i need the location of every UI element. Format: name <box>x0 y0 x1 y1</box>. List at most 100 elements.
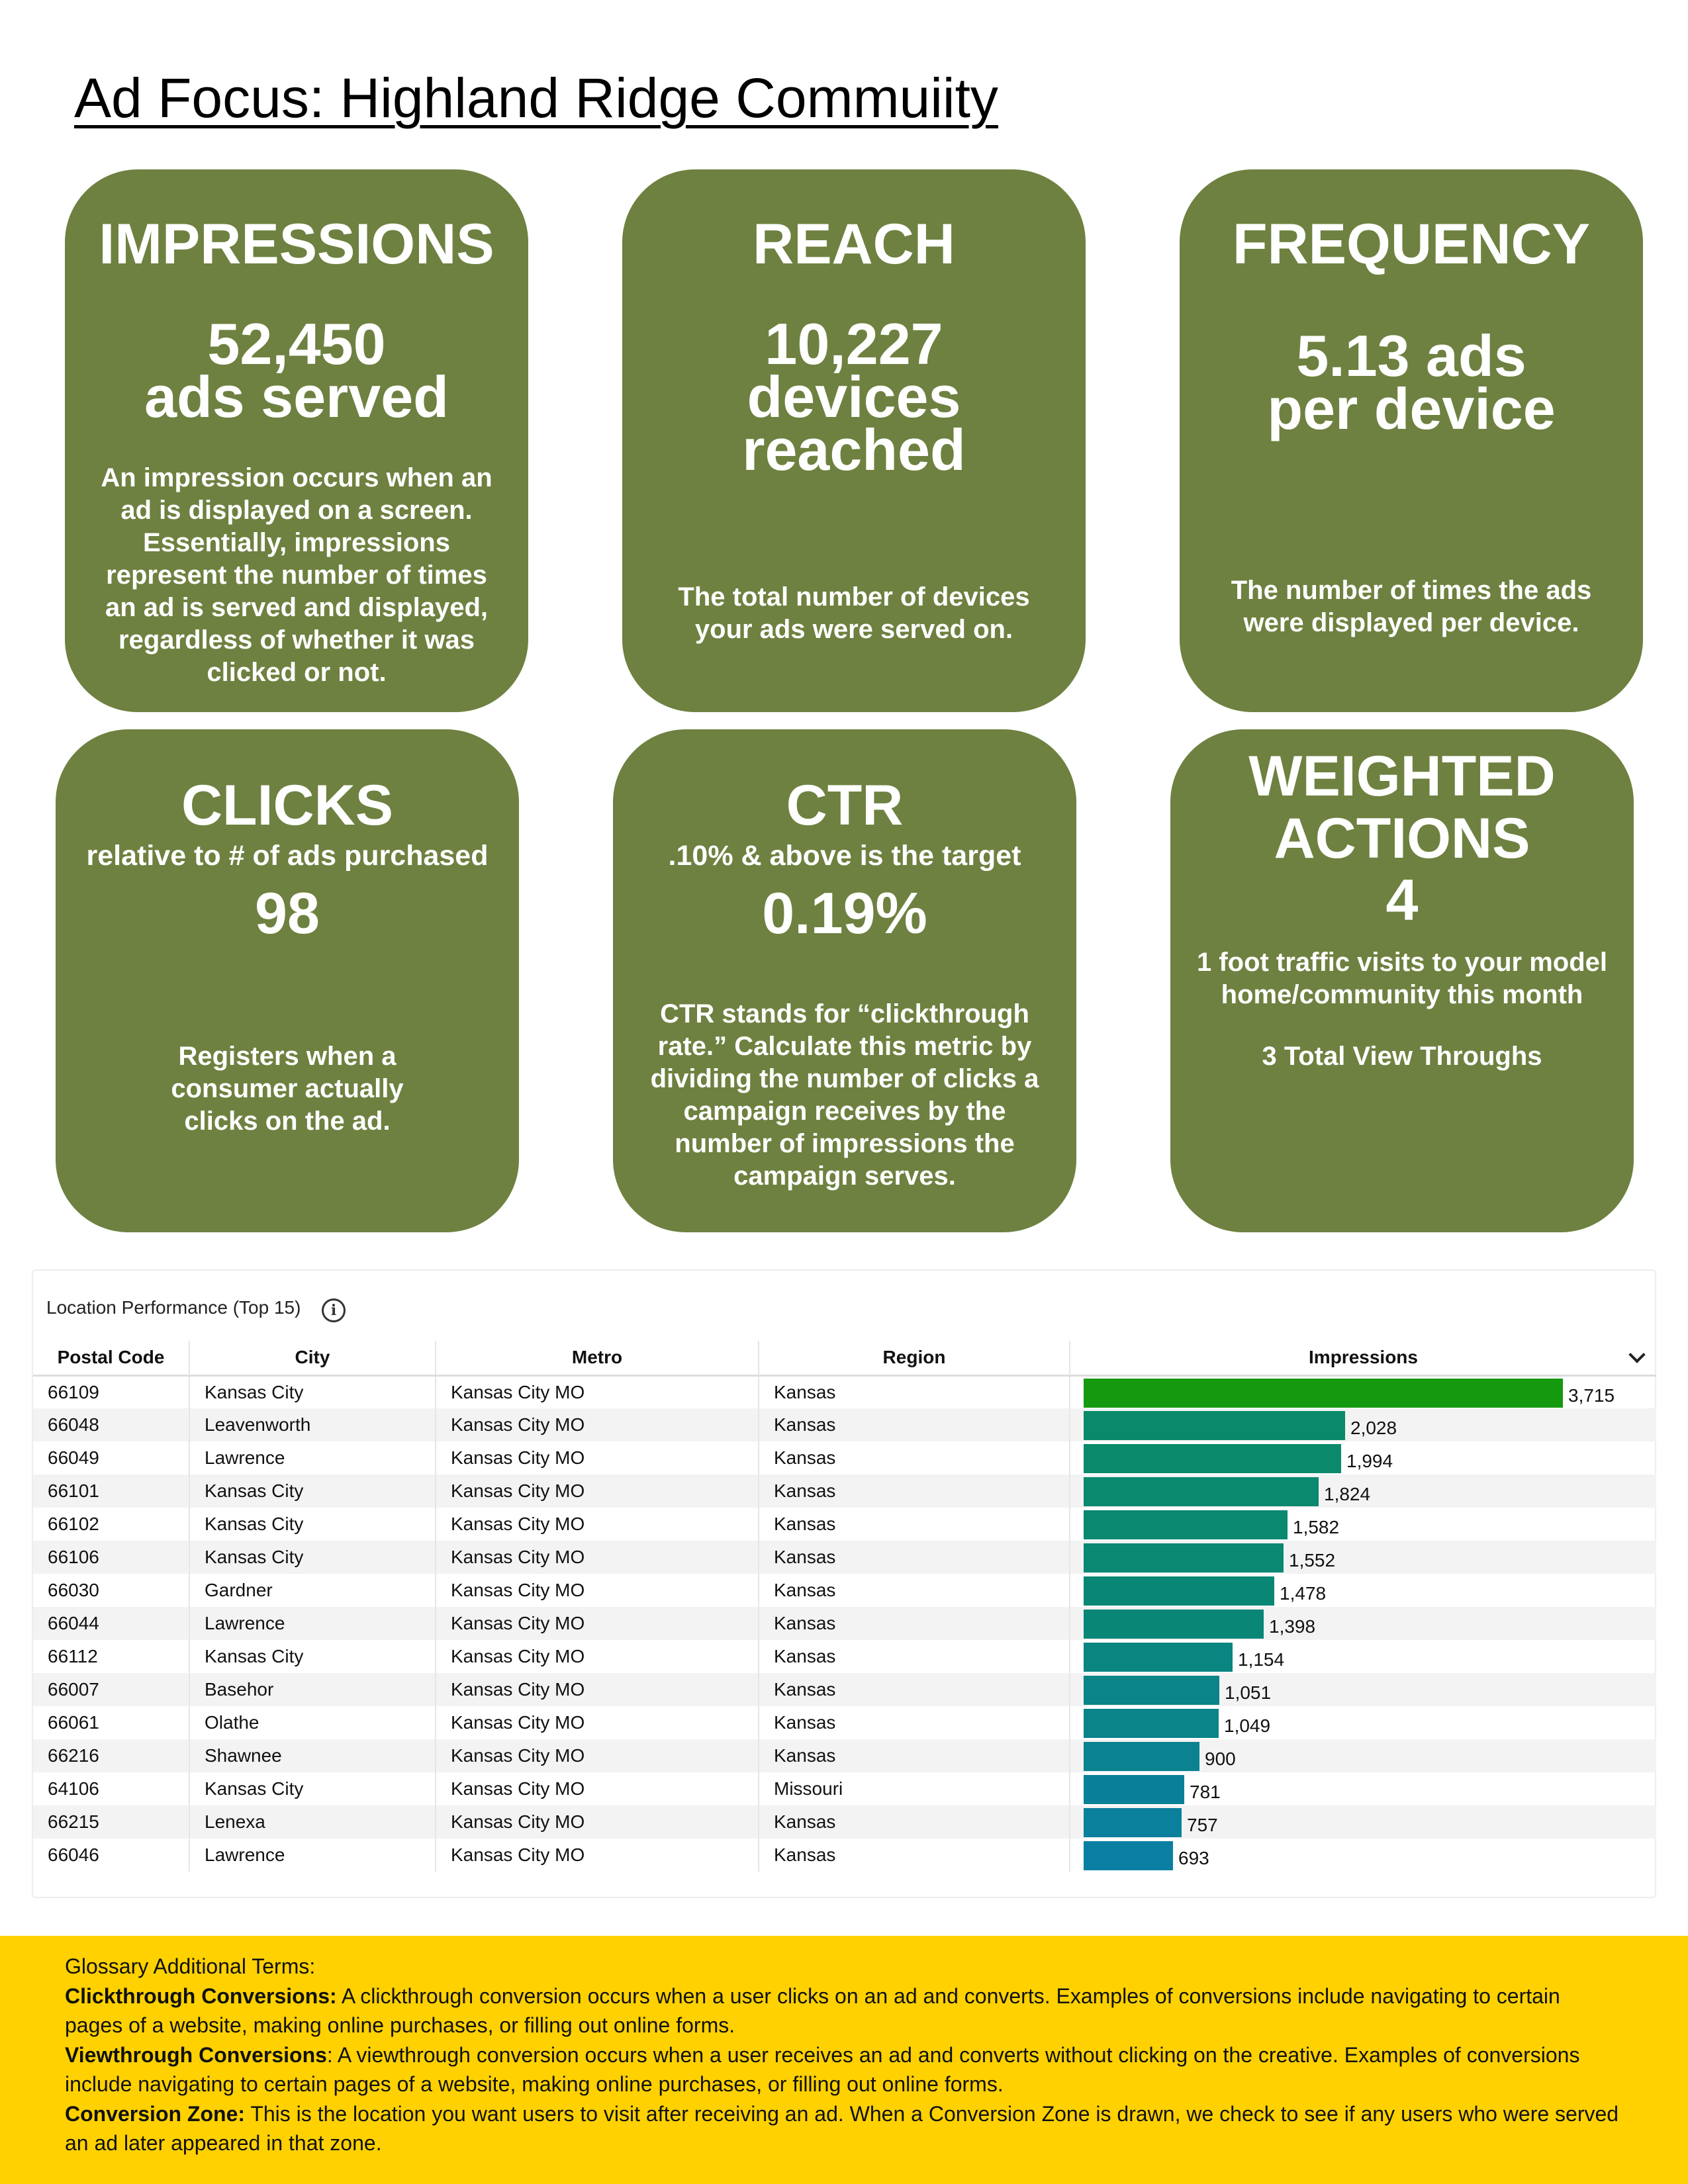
impressions-value-label: 1,049 <box>1224 1715 1271 1736</box>
column-header-metro[interactable]: Metro <box>435 1341 759 1377</box>
card-subtitle: relative to # of ads purchased <box>86 840 489 872</box>
glossary-heading: Glossary Additional Terms: <box>65 1954 316 1978</box>
metro-cell: Kansas City MO <box>435 1475 759 1508</box>
impressions-cell: 1,478 <box>1069 1574 1656 1607</box>
table-row[interactable]: 66046 Lawrence Kansas City MO Kansas 693 <box>33 1839 1656 1872</box>
postal-code-cell: 66216 <box>33 1739 189 1772</box>
table-row[interactable]: 66216 Shawnee Kansas City MO Kansas 900 <box>33 1739 1656 1772</box>
region-cell: Kansas <box>758 1673 1070 1706</box>
ctr-value: 0.19% <box>762 880 927 946</box>
impressions-value-label: 693 <box>1178 1848 1209 1868</box>
impressions-bar <box>1084 1510 1288 1539</box>
value-unit: per device <box>1267 376 1556 441</box>
city-cell: Lawrence <box>189 1441 436 1475</box>
impressions-value-label: 3,715 <box>1568 1385 1615 1406</box>
impressions-bar <box>1084 1841 1173 1870</box>
impressions-bar <box>1084 1444 1341 1473</box>
postal-code-cell: 66106 <box>33 1541 189 1574</box>
table-row[interactable]: 66044 Lawrence Kansas City MO Kansas 1,398 <box>33 1607 1656 1640</box>
title-line1: WEIGHTED <box>1248 745 1556 808</box>
table-row[interactable]: 66102 Kansas City Kansas City MO Kansas 1,58… <box>33 1508 1656 1541</box>
impressions-cell: 781 <box>1069 1772 1656 1805</box>
info-icon[interactable]: i <box>322 1298 346 1322</box>
value-unit: ads served <box>144 364 449 430</box>
metro-cell: Kansas City MO <box>435 1574 759 1607</box>
value-unit-line2: reached <box>742 417 966 482</box>
region-cell: Kansas <box>758 1375 1070 1408</box>
chevron-down-icon[interactable] <box>1628 1346 1646 1363</box>
metro-cell: Kansas City MO <box>435 1375 759 1408</box>
table-row[interactable]: 66030 Gardner Kansas City MO Kansas 1,478 <box>33 1574 1656 1607</box>
postal-code-cell: 66007 <box>33 1673 189 1706</box>
table-row[interactable]: 66061 Olathe Kansas City MO Kansas 1,049 <box>33 1706 1656 1739</box>
term-definition: A clickthrough conversion occurs when a … <box>65 1983 1560 2038</box>
term-name: Clickthrough Conversions: <box>65 1983 337 2008</box>
region-cell: Kansas <box>758 1739 1070 1772</box>
city-cell: Basehor <box>189 1673 436 1706</box>
city-cell: Lenexa <box>189 1805 436 1839</box>
table-row[interactable]: 66112 Kansas City Kansas City MO Kansas 1,15… <box>33 1640 1656 1673</box>
table-row[interactable]: 66048 Leavenworth Kansas City MO Kansas 2,02… <box>33 1408 1656 1441</box>
metro-cell: Kansas City MO <box>435 1607 759 1640</box>
value-number: 52,450 <box>207 311 386 377</box>
card-description: The total number of devices your ads wer… <box>678 582 1030 644</box>
postal-code-cell: 66112 <box>48 1646 98 1666</box>
term-definition: : A viewthrough conversion occurs when a… <box>65 2042 1580 2097</box>
region-cell: Kansas <box>758 1408 1070 1441</box>
region-cell: Kansas <box>758 1508 1070 1541</box>
column-header-postal-code[interactable]: Postal Code <box>33 1341 189 1377</box>
card-description: CTR stands for “clickthrough rate.” Calc… <box>650 999 1039 1191</box>
reach-value: 10,227 devices reached <box>622 315 1086 482</box>
metro-cell: Kansas City MO <box>435 1673 759 1706</box>
frequency-card: FREQUENCY 5.13 ads per device The number… <box>1180 169 1643 712</box>
card-title: FREQUENCY <box>1233 212 1590 276</box>
table-row[interactable]: 64106 Kansas City Kansas City MO Missouri 78… <box>33 1772 1656 1805</box>
impressions-bar <box>1084 1676 1219 1705</box>
table-row[interactable]: 66109 Kansas City Kansas City MO Kansas 3,71… <box>33 1375 1656 1408</box>
impressions-value-label: 1,552 <box>1289 1550 1336 1570</box>
impressions-cell: 1,049 <box>1069 1706 1656 1739</box>
view-throughs-text: 3 Total View Throughs <box>1262 1042 1542 1071</box>
table-row[interactable]: 66049 Lawrence Kansas City MO Kansas 1,994 <box>33 1441 1656 1475</box>
reach-card: REACH 10,227 devices reached The total n… <box>622 169 1086 712</box>
term-name: Viewthrough Conversions <box>65 2042 327 2067</box>
city-cell: Kansas City <box>189 1508 436 1541</box>
impressions-value-label: 1,051 <box>1225 1682 1272 1703</box>
postal-code-cell: 66049 <box>48 1447 99 1468</box>
impressions-bar <box>1084 1543 1284 1572</box>
region-cell: Missouri <box>758 1772 1070 1805</box>
impressions-value-label: 1,582 <box>1293 1517 1340 1537</box>
table-row[interactable]: 66106 Kansas City Kansas City MO Kansas 1,55… <box>33 1541 1656 1574</box>
metro-cell: Kansas City MO <box>435 1541 759 1574</box>
table-row[interactable]: 66215 Lenexa Kansas City MO Kansas 757 <box>33 1805 1656 1839</box>
location-table: Postal Code City Metro Region Impression… <box>33 1341 1656 1872</box>
impressions-value-label: 1,824 <box>1324 1484 1371 1504</box>
impressions-bar <box>1084 1610 1264 1639</box>
card-title: IMPRESSIONS <box>99 212 494 276</box>
impressions-value-label: 1,478 <box>1280 1583 1327 1604</box>
column-header-city[interactable]: City <box>189 1341 436 1377</box>
card-description: Registers when a consumer actually click… <box>171 1042 404 1136</box>
city-cell: Kansas City <box>189 1640 436 1673</box>
postal-code-cell: 66046 <box>48 1844 99 1865</box>
term-name: Conversion Zone: <box>65 2101 246 2126</box>
table-row[interactable]: 66007 Basehor Kansas City MO Kansas 1,051 <box>33 1673 1656 1706</box>
city-cell: Kansas City <box>189 1375 436 1408</box>
postal-code-cell: 66044 <box>33 1607 189 1640</box>
card-description: An impression occurs when an ad is displ… <box>101 463 492 687</box>
table-row[interactable]: 66101 Kansas City Kansas City MO Kansas 1,82… <box>33 1475 1656 1508</box>
card-description: The number of times the ads were display… <box>1231 576 1592 637</box>
region-cell: Kansas <box>758 1640 1070 1673</box>
region-cell: Kansas <box>758 1574 1070 1607</box>
column-header-region[interactable]: Region <box>758 1341 1070 1377</box>
metro-cell: Kansas City MO <box>435 1640 759 1673</box>
glossary-term: Conversion Zone: This is the location yo… <box>65 2099 1623 2158</box>
impressions-value-label: 1,398 <box>1269 1616 1316 1637</box>
column-header-impressions[interactable]: Impressions <box>1069 1341 1656 1377</box>
city-cell: Kansas City <box>189 1772 436 1805</box>
impressions-card: IMPRESSIONS 52,450 ads served An impress… <box>65 169 528 712</box>
metro-cell: Kansas City MO <box>435 1508 759 1541</box>
postal-code-cell: 66215 <box>33 1805 189 1839</box>
impressions-cell: 900 <box>1069 1739 1656 1772</box>
impressions-value-label: 1,994 <box>1346 1451 1393 1471</box>
